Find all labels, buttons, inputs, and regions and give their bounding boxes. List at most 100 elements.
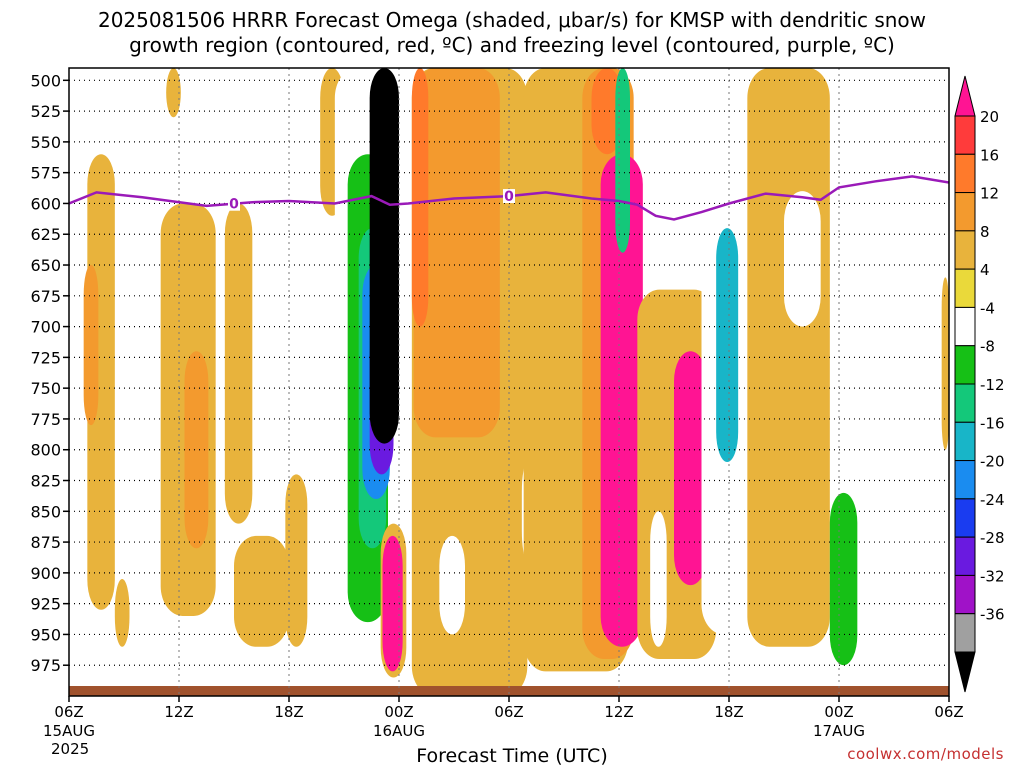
freezing-level-label: 0 — [229, 197, 239, 213]
time-tick-label: 06Z — [54, 703, 83, 721]
colorbar-bottom-arrow — [954, 651, 976, 693]
omega-region — [184, 351, 209, 549]
colorbar-label: -8 — [980, 338, 995, 356]
omega-region — [413, 68, 500, 438]
colorbar-bin — [954, 192, 976, 232]
colorbar-label: -4 — [980, 299, 995, 317]
omega-region — [650, 511, 667, 647]
omega-region — [615, 68, 630, 253]
colorbar-label: 16 — [980, 146, 999, 164]
omega-region — [591, 68, 623, 155]
time-tick-label: 06Z — [934, 703, 963, 721]
colorbar-bin — [954, 460, 976, 500]
omega-region — [224, 203, 253, 524]
colorbar-label: -36 — [980, 606, 1005, 624]
omega-shading — [83, 68, 949, 696]
colorbar: 20 16 12 8 4 -4 -8 -12 -16 -20 -24 -28 -32 -36 — [954, 75, 1005, 693]
colorbar-label: 8 — [980, 223, 990, 241]
chart-title: 2025081506 HRRR Forecast Omega (shaded, … — [0, 8, 1024, 58]
year-label: 2025 — [51, 740, 89, 758]
date-label: 16AUG — [373, 722, 425, 740]
colorbar-bin — [954, 613, 976, 653]
pressure-axis: 500 525 550 575 600 625 650 675 700 725 750 775 800 8… — [30, 71, 69, 675]
omega-region — [600, 154, 643, 647]
pressure-tick-label: 650 — [30, 256, 61, 275]
freezing-label-bg — [228, 196, 240, 211]
pressure-tick-label: 600 — [30, 194, 61, 213]
pressure-tick-label: 925 — [30, 595, 61, 614]
colorbar-label: -20 — [980, 453, 1005, 471]
colorbar-bin — [954, 383, 976, 423]
date-label: 17AUG — [813, 722, 865, 740]
omega-region — [829, 492, 858, 666]
colorbar-bin — [954, 268, 976, 308]
freezing-level-label: 0 — [504, 189, 514, 205]
pressure-tick-label: 975 — [30, 656, 61, 675]
pressure-tick-label: 875 — [30, 533, 61, 552]
colorbar-bin — [954, 345, 976, 385]
colorbar-label: 20 — [980, 108, 999, 126]
time-tick-label: 12Z — [604, 703, 633, 721]
pressure-tick-label: 625 — [30, 225, 61, 244]
omega-region — [369, 68, 399, 444]
pressure-tick-label: 825 — [30, 472, 61, 491]
colorbar-top-arrow — [954, 75, 976, 117]
x-axis-label: Forecast Time (UTC) — [416, 745, 608, 767]
pressure-tick-label: 700 — [30, 318, 61, 337]
colorbar-label: -32 — [980, 567, 1005, 585]
omega-region — [411, 68, 429, 327]
omega-region — [716, 228, 739, 463]
omega-region — [285, 474, 308, 647]
omega-region — [114, 579, 130, 647]
colorbar-bin — [954, 536, 976, 576]
colorbar-label: 4 — [980, 261, 990, 279]
pressure-tick-label: 775 — [30, 410, 61, 429]
omega-region — [382, 535, 403, 672]
title-line-1: 2025081506 HRRR Forecast Omega (shaded, … — [97, 8, 927, 32]
omega-region — [674, 351, 707, 586]
colorbar-label: -28 — [980, 529, 1005, 547]
colorbar-bin — [954, 574, 976, 615]
colorbar-bin — [954, 306, 976, 347]
pressure-tick-label: 800 — [30, 441, 61, 460]
colorbar-bin — [954, 153, 976, 194]
pressure-tick-label: 750 — [30, 379, 61, 398]
colorbar-label: 12 — [980, 185, 999, 203]
pressure-tick-label: 500 — [30, 71, 61, 90]
pressure-tick-label: 525 — [30, 102, 61, 121]
colorbar-label: -12 — [980, 376, 1005, 394]
omega-region — [439, 535, 465, 635]
colorbar-label: -16 — [980, 414, 1005, 432]
omega-region — [941, 277, 949, 450]
pressure-tick-label: 950 — [30, 625, 61, 644]
freezing-level-curve — [69, 175, 949, 221]
colorbar-bin — [954, 115, 976, 155]
terrain-ground — [69, 686, 949, 696]
time-tick-label: 18Z — [274, 703, 303, 721]
omega-region — [234, 535, 289, 647]
pressure-tick-label: 850 — [30, 502, 61, 521]
pressure-tick-label: 575 — [30, 164, 61, 183]
title-line-2: growth region (contoured, red, ºC) and f… — [129, 33, 895, 57]
gridlines — [69, 68, 949, 696]
omega-region — [784, 191, 821, 327]
date-label: 15AUG — [43, 722, 95, 740]
credit-link[interactable]: coolwx.com/models — [847, 745, 1004, 763]
colorbar-bin — [954, 498, 976, 538]
time-tick-label: 12Z — [164, 703, 193, 721]
freezing-label-bg — [503, 189, 515, 204]
terrain-strip — [69, 686, 949, 696]
pressure-tick-label: 725 — [30, 348, 61, 367]
pressure-tick-label: 900 — [30, 564, 61, 583]
omega-region — [83, 265, 99, 426]
time-tick-label: 00Z — [384, 703, 413, 721]
colorbar-bin — [954, 421, 976, 462]
colorbar-label: -24 — [980, 491, 1005, 509]
colorbar-bin — [954, 230, 976, 270]
pressure-tick-label: 550 — [30, 133, 61, 152]
omega-region — [894, 572, 949, 647]
pressure-tick-label: 675 — [30, 287, 61, 306]
